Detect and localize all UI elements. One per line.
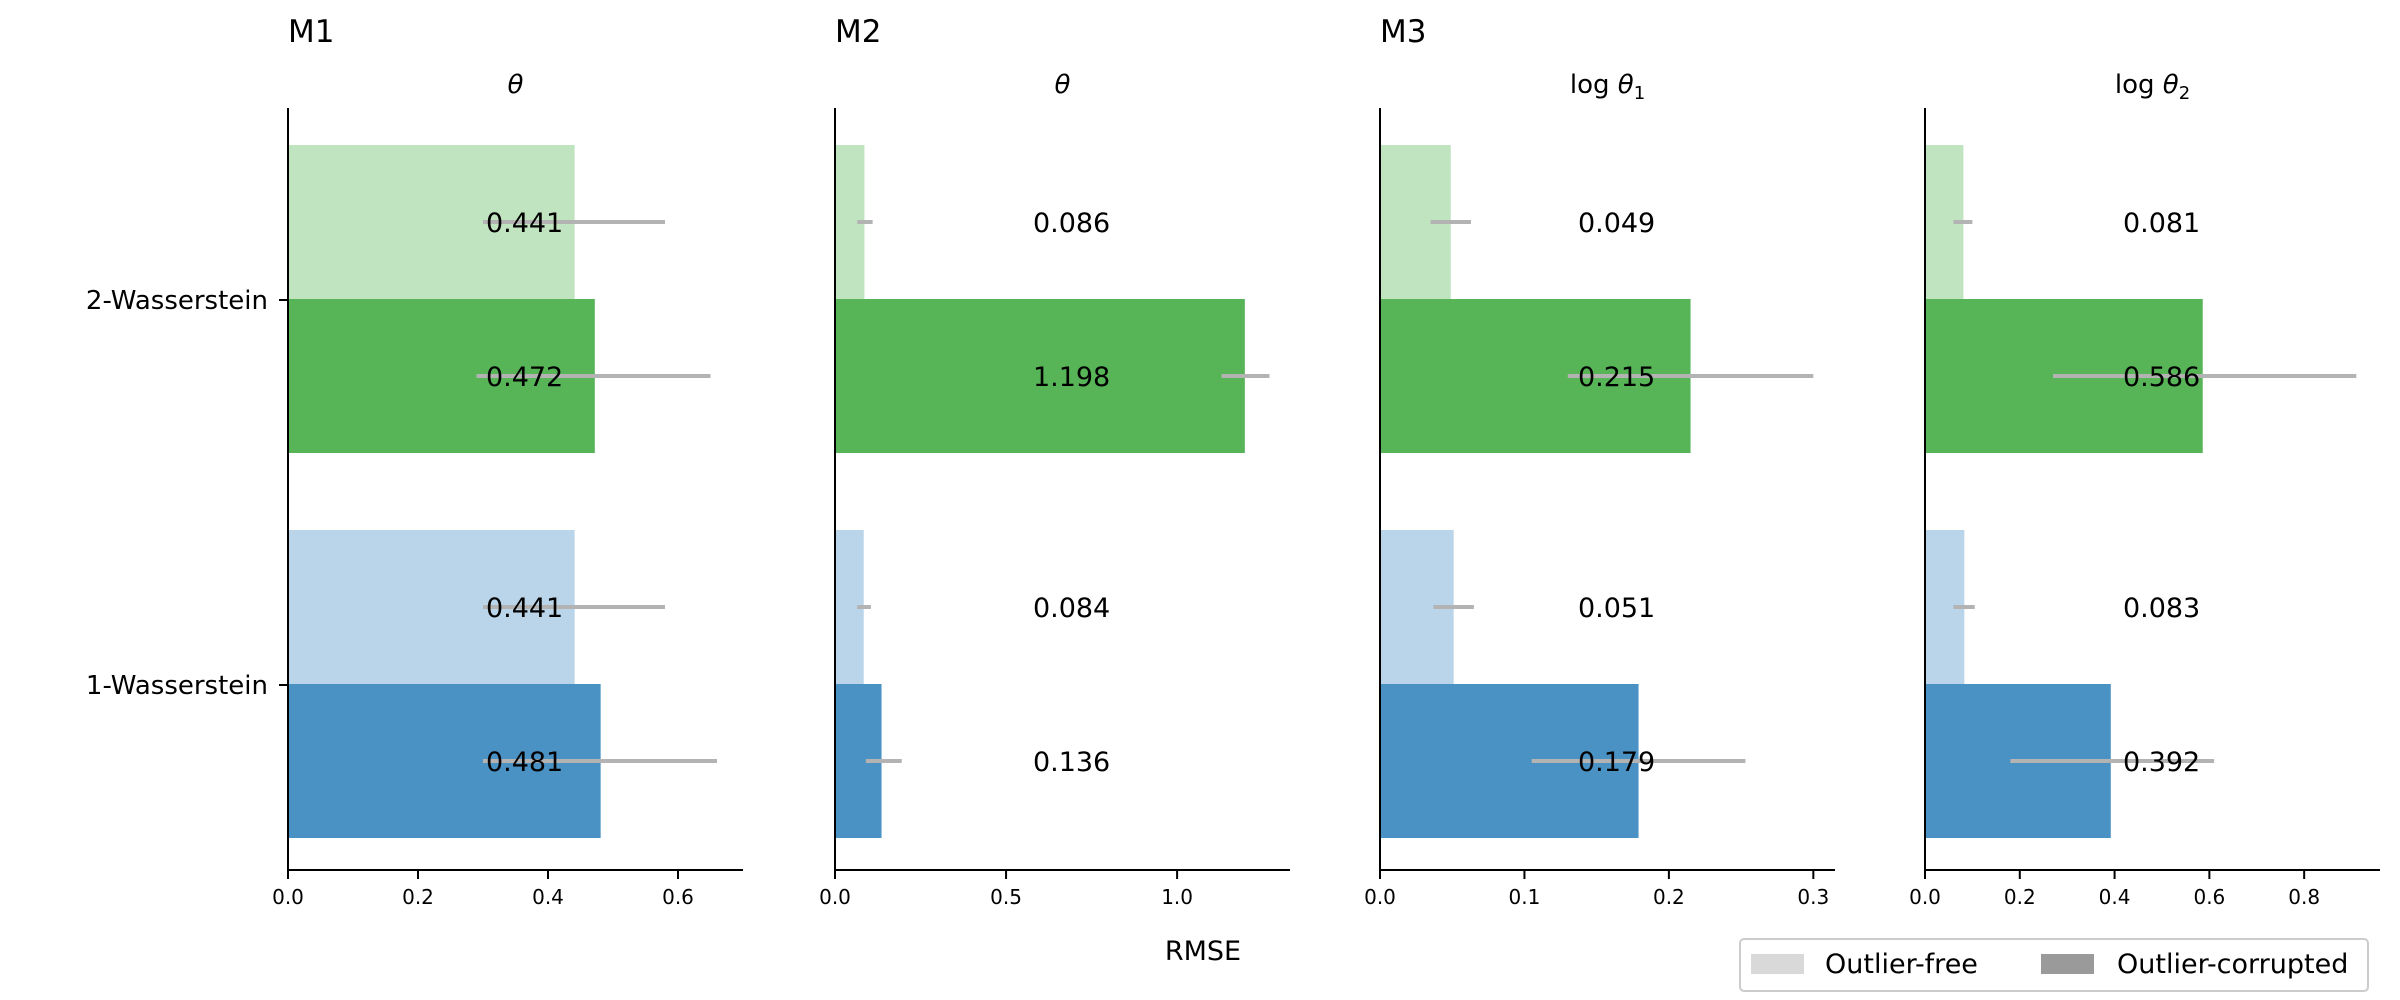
panel-3-param-title: log θ1 (1570, 70, 1645, 104)
panel-1-x-tick-label-0: 0.0 (272, 885, 304, 909)
panel-4-param-subscript: 2 (2179, 83, 2190, 104)
panel-3-x-tick-label-1: 0.1 (1509, 885, 1541, 909)
panel-1-model-title: M1 (288, 14, 334, 50)
panel-1-param-symbol: θ (508, 70, 524, 100)
panel-3-param-symbol: θ (1618, 70, 1634, 100)
panels-group: M1 θ 0.441 0.472 0.441 0.481 0.0 0.2 0.4 0.6 M2 θ 0.… (272, 14, 2380, 909)
panel-2-bar-2-wasserstein-outlier-free-value-label: 0.086 (1033, 208, 1110, 239)
panel-4-bar-1-wasserstein-outlier-free-value-label: 0.083 (2123, 593, 2200, 624)
row-labels: 2-Wasserstein 1-Wasserstein (86, 286, 288, 701)
panel-3-x-tick-label-2: 0.2 (1653, 885, 1685, 909)
panel-1-x-tick-label-1: 0.2 (402, 885, 434, 909)
panel-3-param-subscript: 1 (1634, 83, 1645, 104)
panel-3-bar-1-wasserstein-outlier-corrupted-value-label: 0.179 (1578, 747, 1655, 778)
panel-3-param-prefix: log (1570, 70, 1618, 100)
panel-4-param-title: log θ2 (2115, 70, 2190, 104)
panel-2-bar-1-wasserstein-outlier-corrupted-value-label: 0.136 (1033, 747, 1110, 778)
panel-4-bar-2-wasserstein-outlier-free-value-label: 0.081 (2123, 208, 2200, 239)
panel-2-param-title: θ (1055, 70, 1071, 100)
panel-3: M3 log θ1 0.049 0.215 0.051 0.179 0.0 0.1 0.2 0.3 (1364, 14, 1835, 909)
panel-3-model-title: M3 (1380, 14, 1426, 50)
panel-4-param-symbol: θ (2163, 70, 2179, 100)
panel-2-x-tick-label-0: 0.0 (819, 885, 851, 909)
panel-3-x-tick-label-0: 0.0 (1364, 885, 1396, 909)
panel-3-x-tick-label-3: 0.3 (1797, 885, 1829, 909)
legend-swatch-outlier-corrupted (2041, 954, 2094, 974)
panel-1-bar-2-wasserstein-outlier-free-value-label: 0.441 (486, 208, 563, 239)
panel-4-x-tick-label-3: 0.6 (2193, 885, 2225, 909)
panel-4: log θ2 0.081 0.586 0.083 0.392 0.0 0.2 0.4 0.6 0.… (1909, 70, 2380, 909)
panel-1-x-tick-label-2: 0.4 (532, 885, 564, 909)
panel-3-bar-1-wasserstein-outlier-free-value-label: 0.051 (1578, 593, 1655, 624)
row-label-1-wasserstein: 1-Wasserstein (86, 671, 268, 701)
panel-2-bar-2-wasserstein-outlier-corrupted (835, 299, 1245, 453)
panel-4-x-tick-label-1: 0.2 (2004, 885, 2036, 909)
panel-2-x-tick-label-1: 0.5 (990, 885, 1022, 909)
panel-1-bar-2-wasserstein-outlier-corrupted-value-label: 0.472 (486, 362, 563, 393)
panel-2-bar-1-wasserstein-outlier-free-value-label: 0.084 (1033, 593, 1110, 624)
panel-4-x-tick-label-2: 0.4 (2099, 885, 2131, 909)
panel-1-param-title: θ (508, 70, 524, 100)
panel-2-model-title: M2 (835, 14, 881, 50)
panel-4-x-tick-label-0: 0.0 (1909, 885, 1941, 909)
panel-4-param-prefix: log (2115, 70, 2163, 100)
row-label-2-wasserstein: 2-Wasserstein (86, 286, 268, 316)
panel-3-bar-2-wasserstein-outlier-free-value-label: 0.049 (1578, 208, 1655, 239)
panel-2-param-symbol: θ (1055, 70, 1071, 100)
legend-label-outlier-corrupted: Outlier-corrupted (2117, 949, 2348, 980)
panel-4-bar-1-wasserstein-outlier-corrupted-value-label: 0.392 (2123, 747, 2200, 778)
panel-1-bar-1-wasserstein-outlier-free-value-label: 0.441 (486, 593, 563, 624)
panel-2: M2 θ 0.086 1.198 0.084 0.136 0.0 0.5 1.0 (819, 14, 1290, 909)
panel-1: M1 θ 0.441 0.472 0.441 0.481 0.0 0.2 0.4 0.6 (272, 14, 743, 909)
panel-3-bar-2-wasserstein-outlier-corrupted-value-label: 0.215 (1578, 362, 1655, 393)
legend-label-outlier-free: Outlier-free (1825, 949, 1978, 980)
panel-4-x-tick-label-4: 0.8 (2288, 885, 2320, 909)
panel-2-bar-2-wasserstein-outlier-corrupted-value-label: 1.198 (1033, 362, 1110, 393)
panel-2-x-tick-label-2: 1.0 (1161, 885, 1193, 909)
panel-1-bar-1-wasserstein-outlier-corrupted-value-label: 0.481 (486, 747, 563, 778)
panel-4-bar-2-wasserstein-outlier-corrupted-value-label: 0.586 (2123, 362, 2200, 393)
legend-swatch-outlier-free (1751, 954, 1804, 974)
x-axis-label: RMSE (1165, 936, 1241, 967)
panel-1-x-tick-label-3: 0.6 (662, 885, 694, 909)
legend: Outlier-free Outlier-corrupted (1739, 938, 2369, 992)
